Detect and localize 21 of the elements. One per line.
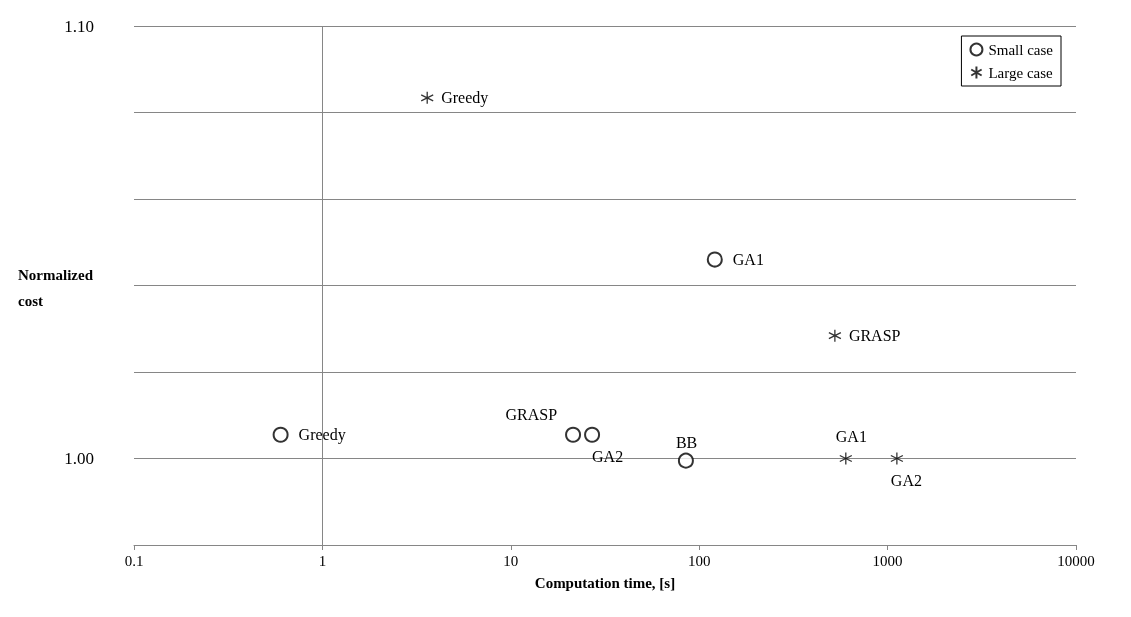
legend-label: Large case [988,64,1054,81]
x-tick-label: 0.1 [124,552,144,569]
annotation: GA2 [592,448,624,466]
annotation: GRASP [505,406,558,424]
annotation: GA1 [732,251,764,269]
x-tick-label: 1 [318,552,327,569]
annotation: Greedy [441,89,489,108]
x-tick-label: 1000 [872,552,903,569]
y-axis-title: Normalized cost [18,267,97,309]
x-axis-title: Computation time, [s] [534,574,676,591]
annotation: BB [675,434,698,452]
x-tick-label: 10000 [1057,552,1095,569]
annotation: Greedy [298,426,346,445]
y-tick-label: 1.00 [64,449,94,468]
annotation: GA1 [835,428,867,445]
annotation: GA2 [890,472,922,489]
x-tick-label: 100 [687,552,711,569]
x-tick-label: 10 [503,552,519,569]
annotation: GRASP [848,327,901,345]
y-tick-label: 1.10 [64,16,94,36]
legend-label: Small case [988,41,1054,58]
